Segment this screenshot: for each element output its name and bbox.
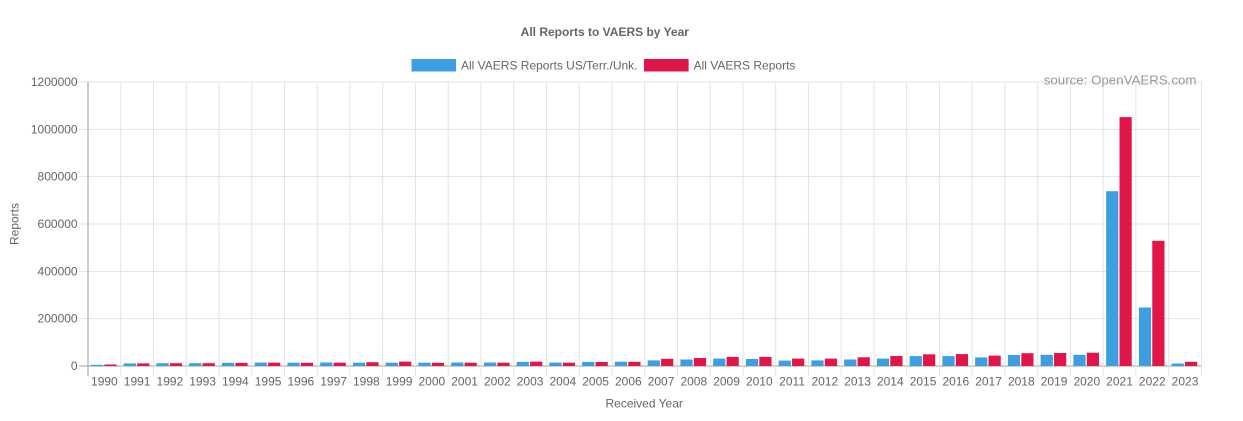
svg-text:1992: 1992	[157, 375, 184, 389]
svg-text:2022: 2022	[1139, 375, 1166, 389]
svg-text:2015: 2015	[910, 375, 937, 389]
svg-text:0: 0	[71, 359, 78, 373]
svg-text:400000: 400000	[38, 264, 78, 278]
svg-text:source: OpenVAERS.com: source: OpenVAERS.com	[1044, 72, 1197, 87]
svg-text:1990: 1990	[91, 375, 118, 389]
svg-text:All VAERS Reports: All VAERS Reports	[694, 59, 796, 73]
svg-text:1999: 1999	[386, 375, 413, 389]
svg-text:1991: 1991	[124, 375, 151, 389]
svg-text:2005: 2005	[582, 375, 609, 389]
svg-text:1000000: 1000000	[31, 122, 78, 136]
svg-text:2023: 2023	[1172, 375, 1199, 389]
svg-text:1994: 1994	[222, 375, 249, 389]
svg-text:All VAERS Reports US/Terr./Unk: All VAERS Reports US/Terr./Unk.	[461, 59, 638, 73]
svg-text:2004: 2004	[549, 375, 576, 389]
svg-text:2013: 2013	[844, 375, 871, 389]
svg-text:1995: 1995	[255, 375, 282, 389]
svg-text:2006: 2006	[615, 375, 642, 389]
svg-text:All Reports to VAERS by Year: All Reports to VAERS by Year	[521, 25, 690, 39]
svg-text:1996: 1996	[288, 375, 315, 389]
svg-text:2009: 2009	[713, 375, 740, 389]
svg-text:1997: 1997	[320, 375, 347, 389]
svg-text:2007: 2007	[648, 375, 675, 389]
svg-text:2017: 2017	[975, 375, 1002, 389]
svg-text:200000: 200000	[38, 312, 78, 326]
svg-text:1998: 1998	[353, 375, 380, 389]
svg-text:Reports: Reports	[8, 203, 22, 245]
svg-text:2012: 2012	[811, 375, 838, 389]
svg-text:2018: 2018	[1008, 375, 1035, 389]
svg-text:2014: 2014	[877, 375, 904, 389]
svg-text:2019: 2019	[1041, 375, 1068, 389]
svg-text:2021: 2021	[1106, 375, 1133, 389]
svg-text:2008: 2008	[680, 375, 707, 389]
svg-text:Received Year: Received Year	[606, 397, 683, 411]
svg-text:2000: 2000	[418, 375, 445, 389]
svg-text:2020: 2020	[1073, 375, 1100, 389]
svg-text:2010: 2010	[746, 375, 773, 389]
svg-text:2001: 2001	[451, 375, 478, 389]
svg-text:2003: 2003	[517, 375, 544, 389]
svg-text:2016: 2016	[942, 375, 969, 389]
svg-text:1200000: 1200000	[31, 75, 78, 89]
svg-text:2002: 2002	[484, 375, 511, 389]
svg-text:800000: 800000	[38, 170, 78, 184]
svg-text:1993: 1993	[189, 375, 216, 389]
svg-text:600000: 600000	[38, 217, 78, 231]
svg-text:2011: 2011	[779, 375, 805, 389]
